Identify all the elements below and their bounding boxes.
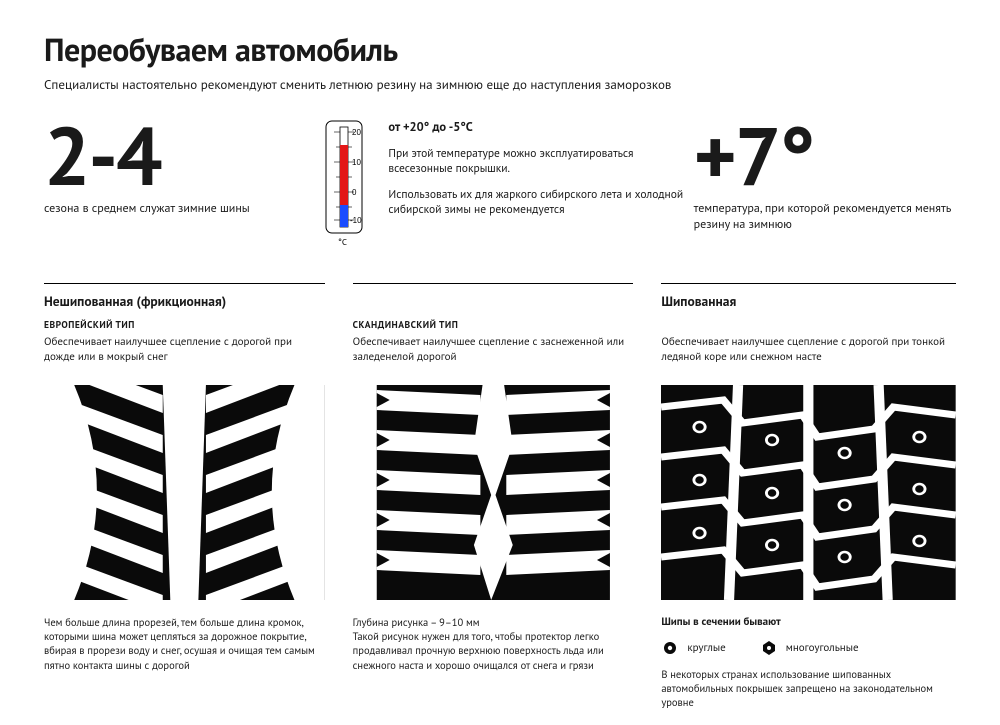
poly-label: многоугольные (786, 641, 859, 655)
nordic-type-title: СКАНДИНАВСКИЙ ТИП (353, 318, 634, 331)
page-title: Переобуваем автомобиль (44, 28, 956, 70)
euro-tread-icon (44, 385, 325, 600)
thermometer-texts: от +20° до -5°С При этой температуре мож… (388, 119, 683, 228)
nordic-tread-icon (353, 385, 634, 600)
stud-legend: Шипы в сечении бывают (661, 615, 956, 629)
divider (44, 283, 325, 284)
thermometer-icon: 20 10 0 -10 °С (316, 119, 374, 249)
studded-desc: Обеспечивает наилучшее сцепление с дорог… (661, 335, 956, 377)
euro-column: Нешипованная (фрикционная) ЕВРОПЕЙСКИЙ Т… (44, 283, 325, 710)
nordic-footnote: Глубина рисунка – 9–10 мм Такой рисунок … (353, 615, 634, 672)
stat-temperature: +7° температура, при которой рекомендует… (694, 119, 956, 249)
studded-footnote: В некоторых странах использование шипова… (661, 667, 956, 710)
thermo-text-2: Использовать их для жаркого сибирского л… (388, 187, 683, 218)
tick-10: 10 (352, 158, 361, 167)
divider (661, 283, 956, 284)
divider (353, 283, 634, 284)
stud-legend-items: круглые многоугольные (661, 639, 956, 657)
studded-title: Шипованная (661, 292, 956, 310)
thermo-text-1: При этой температуре можно эксплуатирова… (388, 146, 683, 177)
poly-stud-icon (760, 639, 778, 657)
tick-m10: -10 (350, 216, 362, 225)
round-stud-icon (661, 639, 679, 657)
euro-desc: Обеспечивает наилучшее сцепление с дорог… (44, 335, 325, 377)
tires-row: Нешипованная (фрикционная) ЕВРОПЕЙСКИЙ Т… (44, 283, 956, 710)
stat-temp-caption: температура, при которой рекомендуется м… (694, 201, 956, 233)
friction-family: Нешипованная (фрикционная) ЕВРОПЕЙСКИЙ Т… (44, 283, 633, 710)
tick-0: 0 (352, 188, 357, 197)
euro-type-title: ЕВРОПЕЙСКИЙ ТИП (44, 318, 325, 331)
euro-footnote: Чем больше длина прорезей, тем больше дл… (44, 615, 325, 672)
studded-column: Шипованная . Обеспечивает наилучшее сцеп… (661, 283, 956, 710)
friction-title: Нешипованная (фрикционная) (44, 292, 325, 310)
thermo-unit: °С (338, 237, 347, 248)
nordic-column: . СКАНДИНАВСКИЙ ТИП Обеспечивает наилучш… (353, 283, 634, 710)
stat-seasons-number: 2-4 (44, 119, 306, 193)
stats-row: 2-4 сезона в среднем служат зимние шины … (44, 119, 956, 249)
stat-seasons-caption: сезона в среднем служат зимние шины (44, 201, 306, 217)
stat-temp-number: +7° (694, 119, 956, 193)
tick-20: 20 (352, 128, 361, 137)
thermo-range: от +20° до -5°С (388, 119, 683, 136)
round-label: круглые (687, 641, 725, 655)
stud-legend-title: Шипы в сечении бывают (661, 615, 780, 629)
nordic-desc: Обеспечивает наилучшее сцепление с засне… (353, 335, 634, 377)
thermometer-block: 20 10 0 -10 °С от +20° до -5°С При (316, 119, 683, 249)
stat-seasons: 2-4 сезона в среднем служат зимние шины (44, 119, 306, 249)
studded-tread-icon (661, 385, 956, 600)
page-subtitle: Специалисты настоятельно рекомендуют сме… (44, 76, 956, 93)
